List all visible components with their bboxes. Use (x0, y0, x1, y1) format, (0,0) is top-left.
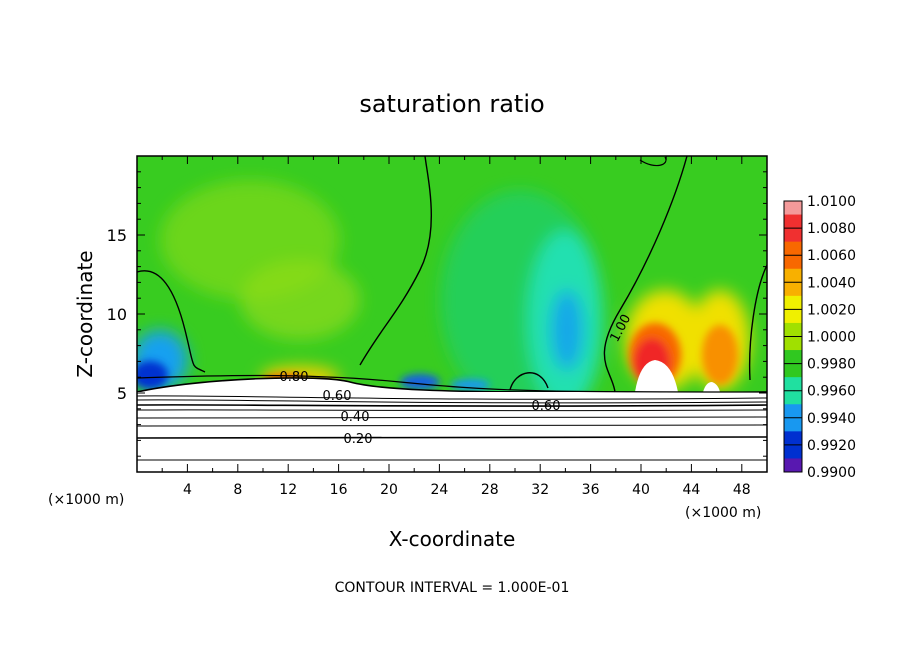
colorbar-swatch (784, 268, 802, 283)
x-tick-label: 28 (481, 482, 499, 498)
contour-interval-note: CONTOUR INTERVAL = 1.000E-01 (335, 580, 570, 596)
contour-lines (137, 156, 767, 472)
y-tick-label: 5 (117, 384, 127, 403)
colorbar-label: 0.9980 (807, 357, 856, 373)
chart-title: saturation ratio (359, 90, 544, 118)
x-tick-label: 36 (582, 482, 600, 498)
x-tick-label: 24 (430, 482, 448, 498)
colorbar: 1.0100 1.0080 1.0060 1.0040 1.0020 1.0000 0.99… (783, 194, 856, 481)
colorbar-label: 0.9960 (807, 384, 856, 400)
colorbar-swatch (784, 309, 802, 324)
x-axis-label: X-coordinate (389, 527, 516, 551)
colorbar-swatch (784, 282, 802, 297)
colorbar-swatch (784, 404, 802, 419)
colorbar-swatch (784, 377, 802, 392)
y-tick-label: 10 (107, 305, 127, 324)
colorbar-label: 0.9900 (807, 465, 856, 481)
colorbar-label: 1.0060 (807, 248, 856, 264)
x-tick-label: 12 (279, 482, 297, 498)
contour-label: 0.60 (323, 389, 352, 404)
colorbar-label: 1.0020 (807, 302, 856, 318)
colorbar-swatch (784, 336, 802, 351)
y-axis-label: Z-coordinate (73, 250, 97, 377)
x-axis-ticks: 4 8 12 16 20 24 28 32 36 40 44 48 (161, 156, 751, 498)
x-unit-left: (×1000 m) (48, 492, 124, 508)
colorbar-label: 0.9940 (807, 411, 856, 427)
colorbar-label: 1.0040 (807, 275, 856, 291)
contour-label: 0.20 (344, 432, 373, 447)
x-tick-label: 4 (183, 482, 192, 498)
x-tick-label: 32 (531, 482, 549, 498)
y-tick-label: 15 (107, 226, 127, 245)
colorbar-swatch (784, 295, 802, 310)
contour-label: 0.40 (341, 410, 370, 425)
colorbar-swatch (784, 255, 802, 270)
colorbar-swatch (784, 417, 802, 432)
x-tick-label: 40 (632, 482, 650, 498)
x-unit-right: (×1000 m) (685, 505, 761, 521)
colorbar-swatch (784, 201, 802, 216)
colorbar-swatch (784, 458, 802, 473)
contour-label: 0.80 (280, 370, 309, 385)
colorbar-label: 1.0080 (807, 221, 856, 237)
colorbar-swatch (784, 431, 802, 446)
x-tick-label: 16 (330, 482, 348, 498)
x-tick-label: 20 (380, 482, 398, 498)
colorbar-swatch (784, 390, 802, 405)
x-tick-label: 44 (682, 482, 700, 498)
colorbar-swatch (784, 322, 802, 337)
contour-label: 0.60 (532, 399, 561, 414)
heatmap-field (137, 156, 767, 392)
colorbar-swatch (784, 444, 802, 459)
colorbar-swatch (784, 214, 802, 229)
y-axis-ticks: 5 10 15 (107, 171, 767, 457)
x-tick-label: 48 (733, 482, 751, 498)
colorbar-swatch (784, 363, 802, 378)
colorbar-swatch (784, 350, 802, 365)
x-tick-label: 8 (233, 482, 242, 498)
colorbar-label: 1.0100 (807, 194, 856, 210)
colorbar-label: 0.9920 (807, 438, 856, 454)
colorbar-swatch (784, 241, 802, 256)
colorbar-swatch (784, 228, 802, 243)
colorbar-label: 1.0000 (807, 330, 856, 346)
